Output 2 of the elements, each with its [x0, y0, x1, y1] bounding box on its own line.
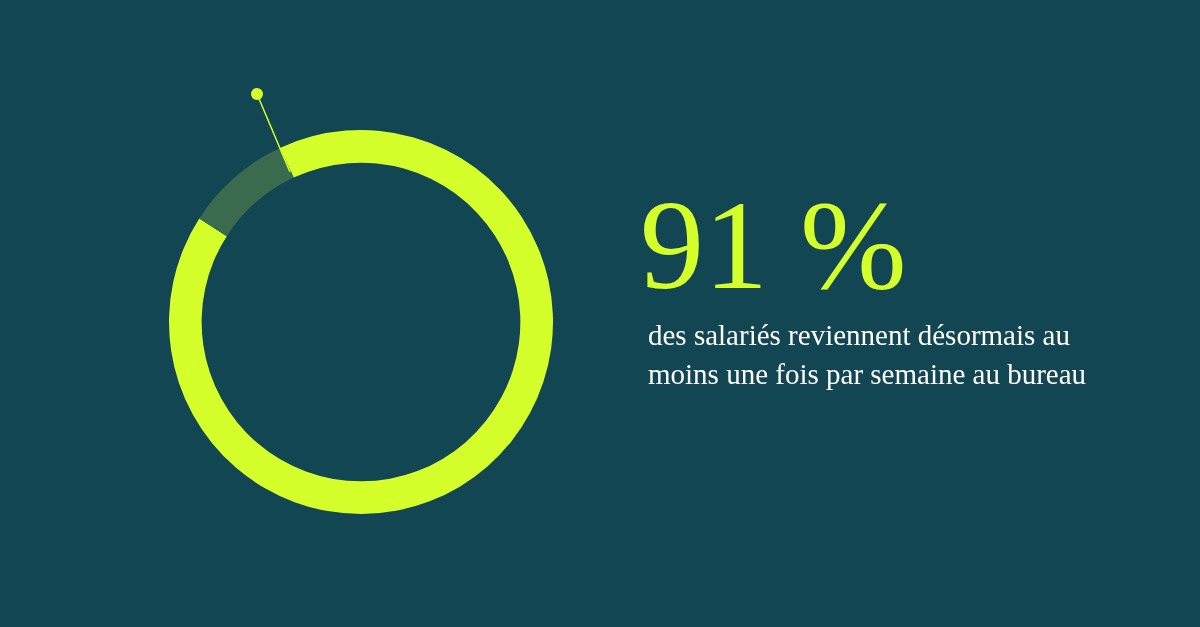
data-label: 91 %	[640, 174, 907, 316]
text: des salariés reviennent désormais au moins une fois par semaine au bureau	[648, 318, 1088, 392]
